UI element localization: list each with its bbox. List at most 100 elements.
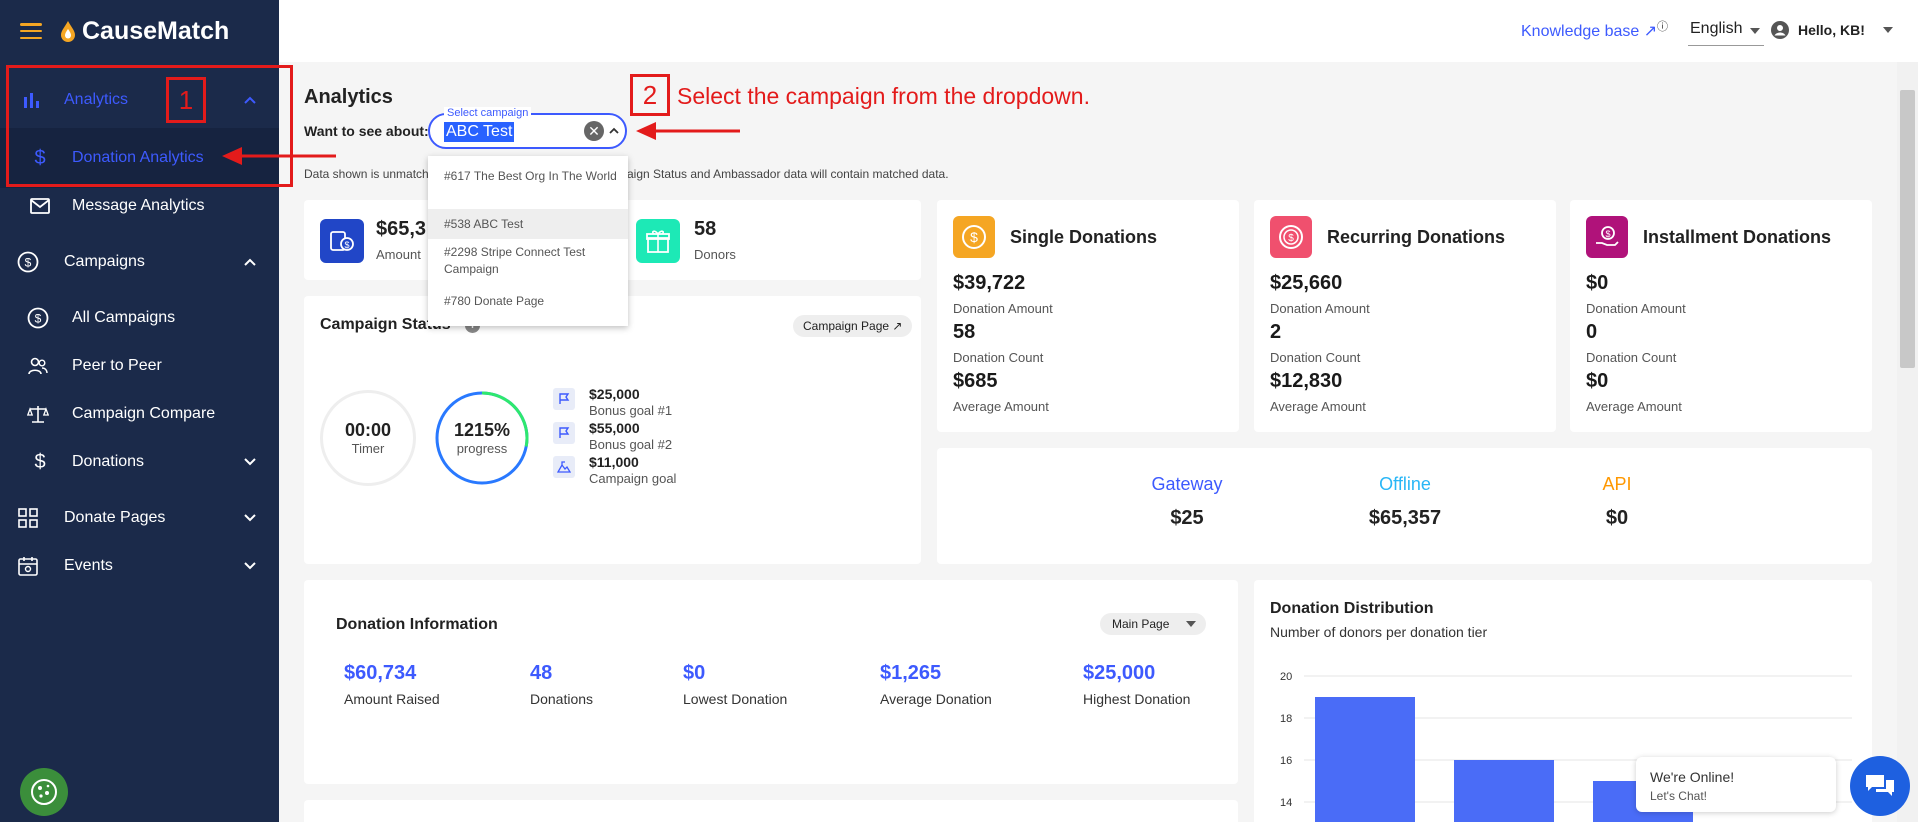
donation-amount: $39,722 [953, 272, 1026, 294]
chevron-up-icon [244, 258, 256, 266]
campaign-page-button[interactable]: Campaign Page ↗ [793, 315, 913, 337]
goal-amount: $11,000 [589, 454, 639, 470]
chat-icon [1866, 775, 1894, 796]
annotation-step-2-label: 2 [642, 79, 658, 110]
clear-icon[interactable]: ✕ [584, 121, 604, 141]
donation-info-title: Donation Information [336, 616, 498, 633]
chat-button[interactable] [1850, 756, 1910, 816]
chevron-up-icon[interactable] [608, 125, 620, 137]
svg-text:$: $ [1288, 233, 1294, 244]
scrollbar-thumb[interactable] [1900, 90, 1915, 368]
source-label: Gateway [1151, 474, 1223, 494]
sidebar-item-label: Donation Analytics [72, 149, 204, 166]
single-donations-card: $ Single Donations $39,722 Donation Amou… [937, 200, 1239, 432]
campaign-status-card: Campaign Status i Campaign Page ↗ 00:00 … [304, 296, 921, 564]
annotation-instruction: Select the campaign from the dropdown. [677, 83, 1090, 109]
dollar-coin-icon: $ [953, 216, 995, 258]
y-tick-label: 16 [1280, 755, 1292, 767]
y-tick-label: 14 [1280, 797, 1292, 809]
sidebar-item-label: Analytics [64, 91, 129, 108]
campaign-page-label: Campaign Page ↗ [803, 319, 903, 333]
dollar-circle-icon: $ [26, 306, 50, 330]
user-menu[interactable]: Hello, KB! [1771, 18, 1893, 42]
sidebar-item-label: Donations [72, 453, 145, 470]
mountain-icon [553, 456, 575, 478]
chevron-down-icon [244, 458, 256, 466]
bottom-card-partial [304, 800, 1238, 822]
summary-donors: 58 [694, 218, 717, 240]
sidebar-item-donations[interactable]: $ Donations [0, 444, 279, 480]
campaign-select-value[interactable]: ABC Test [444, 122, 515, 142]
account-icon [1771, 21, 1789, 39]
average-amount: $12,830 [1270, 370, 1343, 392]
dropdown-option-label: #617 The Best Org In The World [444, 169, 617, 183]
users-icon [26, 354, 50, 378]
timer-value: 00:00 [344, 420, 392, 440]
dropdown-option[interactable]: #2298 Stripe Connect Test Campaign [428, 244, 628, 278]
source-gateway: Gateway $25 [1107, 474, 1267, 530]
average-amount-label: Average Amount [1586, 399, 1682, 414]
goal-label: Campaign goal [589, 471, 677, 486]
page-select[interactable]: Main Page [1100, 613, 1206, 635]
stat-value: $0 [683, 662, 706, 684]
distribution-title: Donation Distribution [1270, 600, 1434, 617]
timer-circle: 00:00 Timer [320, 390, 416, 486]
stat-amount-raised: $60,734 Amount Raised [344, 662, 440, 707]
language-select[interactable]: English [1688, 16, 1764, 46]
source-value: $65,357 [1368, 507, 1442, 529]
average-amount-label: Average Amount [953, 399, 1049, 414]
sidebar: CauseMatch Analytics $ Donation Analytic… [0, 0, 279, 822]
chat-bubble[interactable]: We're Online! Let's Chat! [1636, 757, 1836, 812]
logo-row: CauseMatch [0, 0, 279, 62]
dropdown-option[interactable]: #780 Donate Page [428, 293, 628, 310]
chart-bar[interactable] [1454, 760, 1554, 822]
donation-count-label: Donation Count [1586, 350, 1677, 365]
sidebar-item-label: All Campaigns [72, 309, 176, 326]
installment-donations-card: $ Installment Donations $0 Donation Amou… [1570, 200, 1872, 432]
timer-label: Timer [351, 441, 385, 456]
dropdown-option[interactable]: #617 The Best Org In The World [428, 168, 628, 185]
knowledge-base-link[interactable]: Knowledge base ↗ [1521, 23, 1658, 40]
source-label: Offline [1379, 474, 1431, 494]
stat-label: Average Donation [880, 691, 992, 707]
stat-label: Lowest Donation [683, 691, 788, 707]
sidebar-item-donate-pages[interactable]: Donate Pages [0, 500, 279, 536]
average-amount: $685 [953, 370, 998, 392]
source-offline: Offline $65,357 [1325, 474, 1485, 530]
sidebar-item-campaigns[interactable]: $ Campaigns [0, 244, 279, 280]
source-api: API $0 [1537, 474, 1697, 530]
drop-logo-icon [61, 21, 75, 42]
campaign-select[interactable]: Select campaign ABC Test ✕ [428, 107, 627, 149]
chevron-up-icon [244, 96, 256, 104]
progress-circle: 1215% progress [434, 390, 530, 486]
distribution-chart: 20 18 16 14 [1280, 671, 1852, 822]
sidebar-item-analytics[interactable]: Analytics [0, 72, 279, 128]
recurring-donations-card: $ Recurring Donations $25,660 Donation A… [1254, 200, 1556, 432]
dollar-icon: $ [34, 450, 46, 473]
donation-amount: $25,660 [1270, 272, 1343, 294]
cookie-settings-button[interactable] [20, 768, 68, 816]
sidebar-item-all-campaigns[interactable]: $ All Campaigns [0, 300, 279, 336]
sidebar-item-peer-to-peer[interactable]: Peer to Peer [0, 348, 279, 384]
goal-label: Bonus goal #1 [589, 403, 673, 418]
app-logo[interactable]: CauseMatch [60, 17, 229, 46]
language-value: English [1690, 20, 1743, 37]
sidebar-item-message-analytics[interactable]: Message Analytics [0, 188, 279, 224]
campaign-status-title: Campaign Status [320, 316, 451, 333]
chat-line-1: We're Online! [1650, 769, 1735, 785]
top-bar: Knowledge base ↗ ⓘ English Hello, KB! [279, 0, 1918, 62]
dropdown-option[interactable]: #538 ABC Test [428, 209, 628, 239]
mail-icon [28, 194, 52, 218]
stat-highest-donation: $25,000 Highest Donation [1083, 662, 1190, 707]
stat-value: $1,265 [880, 662, 942, 684]
sidebar-item-events[interactable]: Events [0, 548, 279, 584]
page-scrollbar[interactable] [1897, 62, 1918, 822]
page-select-value: Main Page [1112, 617, 1170, 631]
sidebar-item-campaign-compare[interactable]: Campaign Compare [0, 396, 279, 432]
annotation-step-1-label: 1 [178, 84, 194, 115]
flag-icon [553, 422, 575, 444]
hamburger-menu-icon[interactable] [20, 23, 42, 39]
goal-amount: $25,000 [589, 386, 640, 402]
chart-bar[interactable] [1315, 697, 1415, 822]
annotation-box-sidebar [6, 65, 293, 187]
